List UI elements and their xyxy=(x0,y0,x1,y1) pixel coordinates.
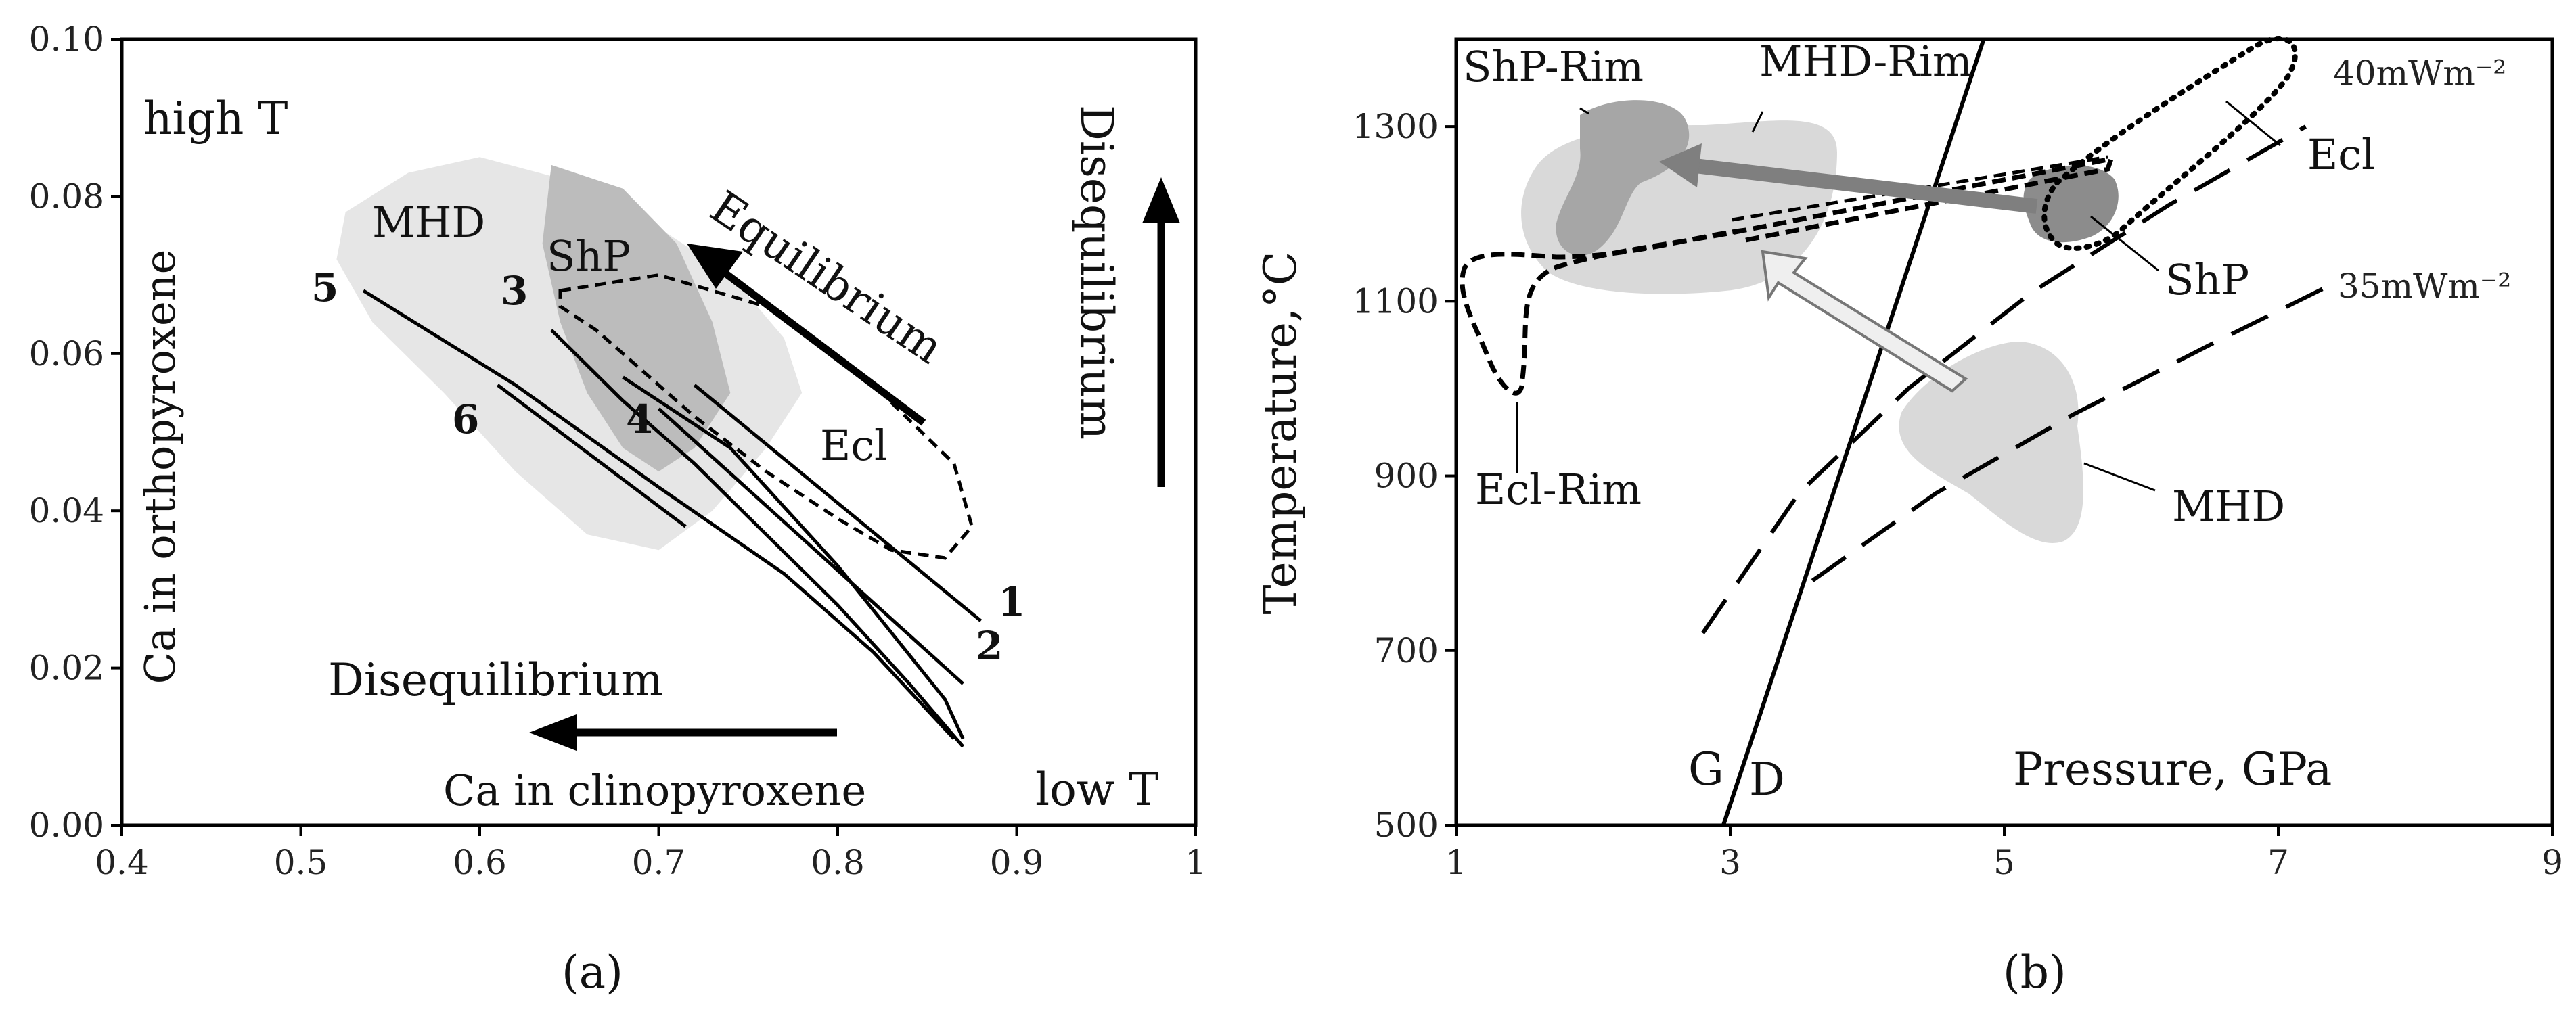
field-label-ecl: Ecl xyxy=(820,421,888,470)
x-tick-label: 5 xyxy=(1993,843,2015,882)
x-tick-label: 0.9 xyxy=(990,843,1044,882)
series-line-1 xyxy=(693,384,982,622)
x-tick-label: 9 xyxy=(2541,843,2563,882)
label-geotherm-35: 35mWm⁻² xyxy=(2338,266,2511,306)
label-mhd-rim: MHD-Rim xyxy=(1759,37,1972,86)
disequilibrium-horizontal-arrow xyxy=(529,714,837,751)
annotation-disequilibrium-horizontal: Disequilibrium xyxy=(328,654,663,706)
series-line-40mwm- xyxy=(1701,124,2307,634)
y-tick-label: 1300 xyxy=(1353,107,1439,146)
x-tick-label: 0.4 xyxy=(95,843,149,882)
y-tick-label: 700 xyxy=(1374,631,1439,670)
series-line-5 xyxy=(362,289,955,740)
panel-a: 0.4 0.5 0.6 0.7 0.8 0.9 1 0.00 0.02 0.04 0.06 0.08… xyxy=(29,20,1206,998)
x-tick-label: 0.7 xyxy=(632,843,686,882)
line-label-3: 3 xyxy=(501,268,528,314)
x-axis-label-a: Ca in clinopyroxene xyxy=(443,766,866,815)
label-mhd: MHD xyxy=(2172,482,2285,531)
y-tick-label: 900 xyxy=(1374,457,1439,496)
field-label-mhd: MHD xyxy=(372,198,485,247)
field-label-shp: ShP xyxy=(547,231,631,281)
leader-lines xyxy=(1516,100,2281,492)
annotation-disequilibrium-vertical: Disequilibrium xyxy=(1070,105,1123,440)
y-tick-label: 0.02 xyxy=(29,649,104,688)
line-label-6: 6 xyxy=(452,396,479,442)
label-diamond: D xyxy=(1749,754,1785,806)
field-mhd xyxy=(1899,342,2083,543)
equilibrium-arrow xyxy=(687,244,926,426)
annotation-high-t: high T xyxy=(143,93,288,145)
label-shp-rim: ShP-Rim xyxy=(1463,42,1644,91)
series-line-graphite-diamond xyxy=(1721,39,1986,826)
x-tick-label: 1 xyxy=(1445,843,1467,882)
panel-a-caption: (a) xyxy=(562,946,623,998)
series-line-2 xyxy=(657,407,964,685)
shp-to-shp-rim-arrow xyxy=(1659,143,2038,214)
field-shp-rim xyxy=(1556,100,1690,256)
field-shp xyxy=(542,164,731,472)
y-tick-label: 0.08 xyxy=(29,177,104,216)
y-axis-label-a: Ca in orthopyroxene xyxy=(135,250,185,685)
label-shp: ShP xyxy=(2165,255,2249,304)
x-tick-label: 0.8 xyxy=(811,843,865,882)
label-ecl: Ecl xyxy=(2307,130,2375,179)
line-label-1: 1 xyxy=(998,579,1025,625)
series-line-6 xyxy=(496,384,687,528)
x-tick-label: 7 xyxy=(2267,843,2289,882)
line-label-4: 4 xyxy=(626,396,653,442)
line-label-5: 5 xyxy=(311,264,338,310)
field-ecl xyxy=(2041,36,2298,251)
series-line-35mwm- xyxy=(1811,281,2334,582)
series-line-4 xyxy=(622,375,965,740)
x-tick-label: 3 xyxy=(1719,843,1741,882)
field-ecl-rim xyxy=(1460,156,2115,396)
y-axis-label-b: Temperature,°C xyxy=(1255,252,1307,615)
label-geotherm-40: 40mWm⁻² xyxy=(2333,53,2506,93)
y-tick-label: 0.04 xyxy=(29,491,104,530)
mhd-to-mhd-rim-arrow xyxy=(1761,250,1968,393)
annotation-low-t: low T xyxy=(1035,764,1158,816)
label-graphite: G xyxy=(1688,743,1724,795)
x-axis-label-b: Pressure, GPa xyxy=(2013,743,2332,795)
y-tick-label: 0.00 xyxy=(29,806,104,845)
y-tick-label: 1100 xyxy=(1353,281,1439,321)
x-tick-label: 1 xyxy=(1185,843,1206,882)
series-line-3 xyxy=(550,329,965,748)
line-label-2: 2 xyxy=(976,623,1003,669)
panel-b-caption: (b) xyxy=(2003,946,2066,998)
y-tick-label: 500 xyxy=(1374,806,1439,845)
disequilibrium-vertical-arrow xyxy=(1142,177,1180,487)
y-tick-label: 0.10 xyxy=(29,20,104,59)
label-ecl-rim: Ecl-Rim xyxy=(1475,465,1642,514)
x-tick-label: 0.5 xyxy=(274,843,328,882)
field-shp xyxy=(2023,165,2119,243)
x-tick-label: 0.6 xyxy=(453,843,507,882)
y-tick-label: 0.06 xyxy=(29,334,104,373)
